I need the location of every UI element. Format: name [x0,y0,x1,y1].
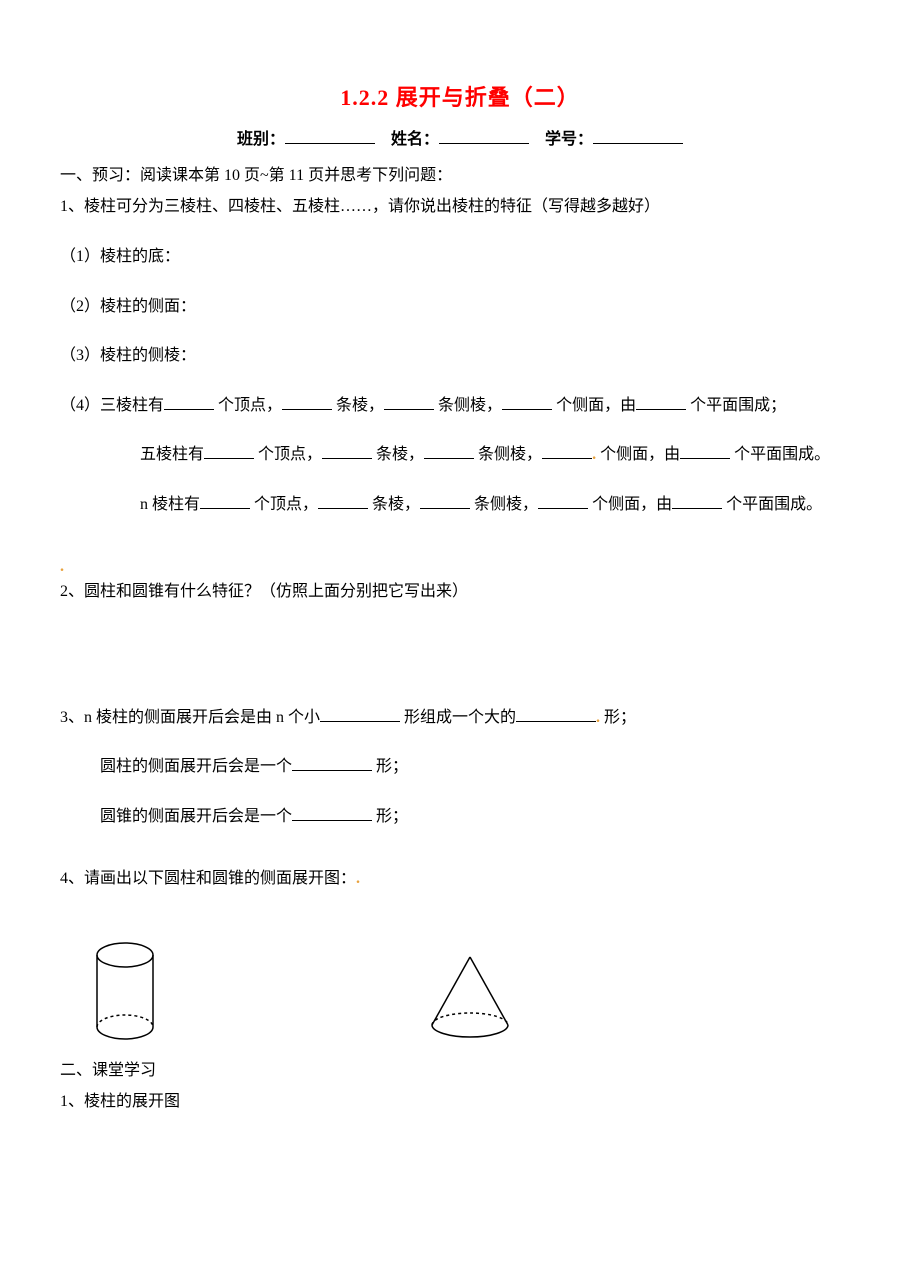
shapes-row [60,941,860,1050]
q14a-t4: 条侧棱， [438,397,502,414]
q14c-t1: n 棱柱有 [140,496,200,513]
blank-shape-cone[interactable] [292,804,372,821]
section1-heading: 一、预习：阅读课本第 10 页~第 11 页并思考下列问题： [60,163,860,189]
q3c-t2: 形； [376,808,408,825]
id-label: 学号： [545,131,593,148]
blank-edges-5[interactable] [322,442,372,459]
question-3-line-c: 圆锥的侧面展开后会是一个 形； [60,804,860,830]
q14b-t6: 个平面围成。 [734,446,830,463]
question-1-2: （2）棱柱的侧面： [60,294,860,320]
question-1-4-line-a: （4）三棱柱有 个顶点， 条棱， 条侧棱， 个侧面，由 个平面围成； [60,393,860,419]
class-label: 班别： [237,131,285,148]
blank-faces-3[interactable] [502,393,552,410]
accent-dot-3: . [596,709,600,726]
question-4: 4、请画出以下圆柱和圆锥的侧面展开图：. [60,866,860,892]
accent-dot-2: . [60,558,64,575]
class-blank[interactable] [285,127,375,144]
cone-icon [420,951,520,1050]
q2-text: 2、圆柱和圆锥有什么特征？（仿照上面分别把它写出来） [60,583,468,600]
cylinder-icon [90,941,160,1050]
student-info-line: 班别： 姓名： 学号： [60,127,860,153]
q3b-t2: 形； [376,758,408,775]
q14c-t5: 个侧面，由 [592,496,672,513]
q14a-t5: 个侧面，由 [556,397,636,414]
question-1-3: （3）棱柱的侧棱： [60,343,860,369]
question-3-line-a: 3、n 棱柱的侧面展开后会是由 n 个小 形组成一个大的. 形； [60,705,860,731]
q14a-t2: 个顶点， [218,397,282,414]
id-blank[interactable] [593,127,683,144]
blank-sideedges-5[interactable] [424,442,474,459]
blank-faces-5[interactable] [542,442,592,459]
name-blank[interactable] [439,127,529,144]
blank-planes-3[interactable] [636,393,686,410]
q3b-t1: 圆柱的侧面展开后会是一个 [100,758,292,775]
blank-vertices-5[interactable] [204,442,254,459]
blank-planes-n[interactable] [672,492,722,509]
question-2: . 2、圆柱和圆锥有什么特征？（仿照上面分别把它写出来） [60,554,860,605]
q14b-t3: 条棱， [376,446,424,463]
blank-sideedges-n[interactable] [420,492,470,509]
blank-shape-cyl[interactable] [292,754,372,771]
question-1-4-line-b: 五棱柱有 个顶点， 条棱， 条侧棱，. 个侧面，由 个平面围成。 [60,442,860,468]
blank-shape-n2[interactable] [516,705,596,722]
q14c-t4: 条侧棱， [474,496,538,513]
blank-planes-5[interactable] [680,442,730,459]
q3c-t1: 圆锥的侧面展开后会是一个 [100,808,292,825]
question-1-1: （1）棱柱的底： [60,244,860,270]
q14a-t3: 条棱， [336,397,384,414]
q14b-t5: 个侧面，由 [600,446,680,463]
q14c-t2: 个顶点， [254,496,318,513]
q4-text: 4、请画出以下圆柱和圆锥的侧面展开图： [60,870,356,887]
section2-heading: 二、课堂学习 [60,1058,860,1084]
q14a-t1: （4）三棱柱有 [60,397,164,414]
q14c-t3: 条棱， [372,496,420,513]
question-1: 1、棱柱可分为三棱柱、四棱柱、五棱柱……，请你说出棱柱的特征（写得越多越好） [60,194,860,220]
q3a-t2: 形组成一个大的 [404,709,516,726]
question-3-line-b: 圆柱的侧面展开后会是一个 形； [60,754,860,780]
blank-vertices-n[interactable] [200,492,250,509]
blank-vertices-3[interactable] [164,393,214,410]
accent-dot-4: . [356,870,360,887]
q14b-t4: 条侧棱， [478,446,542,463]
q14a-t6: 个平面围成； [690,397,786,414]
blank-sideedges-3[interactable] [384,393,434,410]
worksheet-title: 1.2.2 展开与折叠（二） [60,80,860,115]
section2-q1: 1、棱柱的展开图 [60,1089,860,1115]
accent-dot-1: . [592,446,596,463]
question-1-4-line-c: n 棱柱有 个顶点， 条棱， 条侧棱， 个侧面，由 个平面围成。 [60,492,860,518]
q3a-t3: 形； [604,709,636,726]
q14b-t2: 个顶点， [258,446,322,463]
q14b-t1: 五棱柱有 [140,446,204,463]
name-label: 姓名： [391,131,439,148]
blank-edges-3[interactable] [282,393,332,410]
q14c-t6: 个平面围成。 [726,496,822,513]
q3a-t1: 3、n 棱柱的侧面展开后会是由 n 个小 [60,709,320,726]
blank-faces-n[interactable] [538,492,588,509]
blank-edges-n[interactable] [318,492,368,509]
blank-shape-n1[interactable] [320,705,400,722]
